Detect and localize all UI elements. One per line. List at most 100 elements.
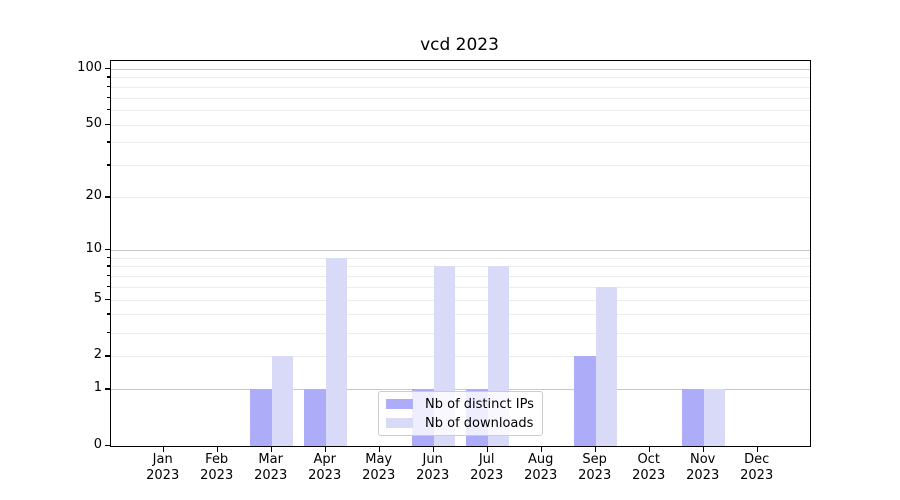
x-tick-year: 2023: [470, 468, 504, 483]
x-tick-mark: [702, 446, 705, 452]
y-minor-tick-mark: [107, 275, 110, 277]
x-tick-label-may: May 2023: [344, 452, 414, 484]
y-gridline-minor: [111, 86, 810, 88]
bar-nov-distinct-ips: [682, 389, 704, 446]
x-tick-year: 2023: [632, 468, 666, 483]
legend-label-downloads: Nb of downloads: [425, 415, 534, 431]
y-minor-tick-mark: [107, 76, 110, 78]
x-tick-mark: [270, 446, 273, 452]
x-tick-month: Dec: [744, 452, 770, 467]
plot-area: Nb of distinct IPs Nb of downloads: [110, 60, 811, 447]
x-tick-label-dec: Dec 2023: [722, 452, 792, 484]
y-minor-tick-mark: [107, 265, 110, 267]
x-tick-label-jul: Jul 2023: [452, 452, 522, 484]
y-minor-tick-mark: [107, 141, 110, 143]
y-tick-label: 5: [93, 290, 102, 306]
y-minor-tick-mark: [107, 96, 110, 98]
y-tick-label: 1: [93, 380, 102, 396]
x-tick-month: May: [365, 452, 393, 467]
y-minor-tick-mark: [107, 285, 110, 288]
y-gridline-minor: [111, 124, 810, 126]
x-tick-mark: [648, 446, 651, 452]
x-tick-month: Feb: [205, 452, 229, 467]
x-tick-mark: [216, 446, 219, 452]
x-tick-mark: [162, 446, 165, 452]
x-tick-month: Apr: [313, 452, 336, 467]
y-tick-mark: [105, 196, 110, 198]
y-minor-tick-mark: [107, 85, 110, 88]
x-tick-month: Jul: [478, 452, 495, 467]
x-tick-month: Oct: [637, 452, 660, 467]
bar-sep-downloads: [595, 286, 618, 446]
chart-title: vcd 2023: [420, 35, 499, 55]
y-tick-mark: [105, 67, 110, 70]
x-tick-year: 2023: [200, 468, 234, 483]
x-tick-label-sep: Sep 2023: [560, 452, 630, 484]
y-tick-mark: [105, 123, 110, 125]
y-minor-tick-mark: [107, 108, 110, 111]
x-tick-year: 2023: [254, 468, 288, 483]
x-tick-mark: [324, 446, 327, 452]
y-gridline-minor: [111, 276, 810, 277]
y-minor-tick-mark: [107, 331, 110, 334]
y-gridline-minor: [111, 197, 810, 199]
bar-sep-distinct-ips: [574, 356, 596, 446]
x-tick-label-oct: Oct 2023: [614, 452, 684, 484]
x-tick-label-jun: Jun 2023: [398, 452, 468, 484]
bar-nov-downloads: [703, 389, 726, 446]
y-gridline-major: [111, 249, 810, 251]
y-tick-label: 0: [93, 437, 102, 452]
x-tick-year: 2023: [146, 468, 180, 483]
y-gridline-minor: [111, 77, 810, 79]
x-tick-mark: [486, 446, 489, 452]
y-tick-mark: [105, 355, 110, 357]
x-tick-label-feb: Feb 2023: [182, 452, 252, 484]
y-gridline-minor: [111, 97, 810, 99]
legend: Nb of distinct IPs Nb of downloads: [378, 391, 543, 436]
y-minor-tick-mark: [107, 313, 110, 315]
y-tick-label: 100: [77, 59, 102, 75]
x-tick-year: 2023: [416, 468, 450, 483]
x-tick-month: Nov: [690, 452, 716, 467]
y-minor-tick-mark: [107, 256, 110, 259]
x-tick-year: 2023: [308, 468, 342, 483]
y-gridline-minor: [111, 142, 810, 144]
x-tick-month: Jun: [422, 452, 443, 467]
y-gridline-major: [111, 389, 810, 391]
y-tick-mark: [105, 298, 110, 300]
x-tick-mark: [378, 446, 381, 452]
x-tick-label-aug: Aug 2023: [506, 452, 576, 484]
x-tick-month: Aug: [527, 452, 554, 467]
x-tick-label-mar: Mar 2023: [236, 452, 306, 484]
x-tick-month: Jan: [152, 452, 173, 467]
x-tick-label-apr: Apr 2023: [290, 452, 360, 484]
y-tick-label: 50: [85, 115, 102, 131]
x-tick-label-nov: Nov 2023: [668, 452, 738, 484]
x-tick-month: Sep: [582, 452, 607, 467]
bar-apr-downloads: [325, 257, 348, 446]
x-tick-mark: [432, 446, 435, 452]
y-tick-mark: [105, 248, 110, 251]
bar-mar-distinct-ips: [250, 389, 272, 446]
x-tick-month: Mar: [258, 452, 283, 467]
bar-mar-downloads: [271, 356, 294, 446]
y-gridline-minor: [111, 356, 810, 358]
y-gridline-minor: [111, 314, 810, 316]
x-tick-label-jan: Jan 2023: [128, 452, 198, 484]
x-tick-year: 2023: [578, 468, 612, 483]
legend-label-distinct-ips: Nb of distinct IPs: [425, 396, 534, 412]
y-minor-tick-mark: [107, 164, 110, 166]
y-gridline-major: [111, 68, 810, 70]
x-tick-mark: [540, 446, 543, 452]
y-gridline-minor: [111, 286, 810, 288]
x-tick-mark: [594, 446, 597, 452]
legend-item-distinct-ips: Nb of distinct IPs: [386, 397, 535, 412]
y-gridline-minor: [111, 299, 810, 301]
x-tick-year: 2023: [686, 468, 720, 483]
x-tick-year: 2023: [362, 468, 396, 483]
y-tick-label: 20: [85, 188, 102, 204]
x-tick-year: 2023: [740, 468, 774, 483]
x-tick-year: 2023: [524, 468, 558, 483]
legend-swatch-downloads: [386, 418, 413, 428]
